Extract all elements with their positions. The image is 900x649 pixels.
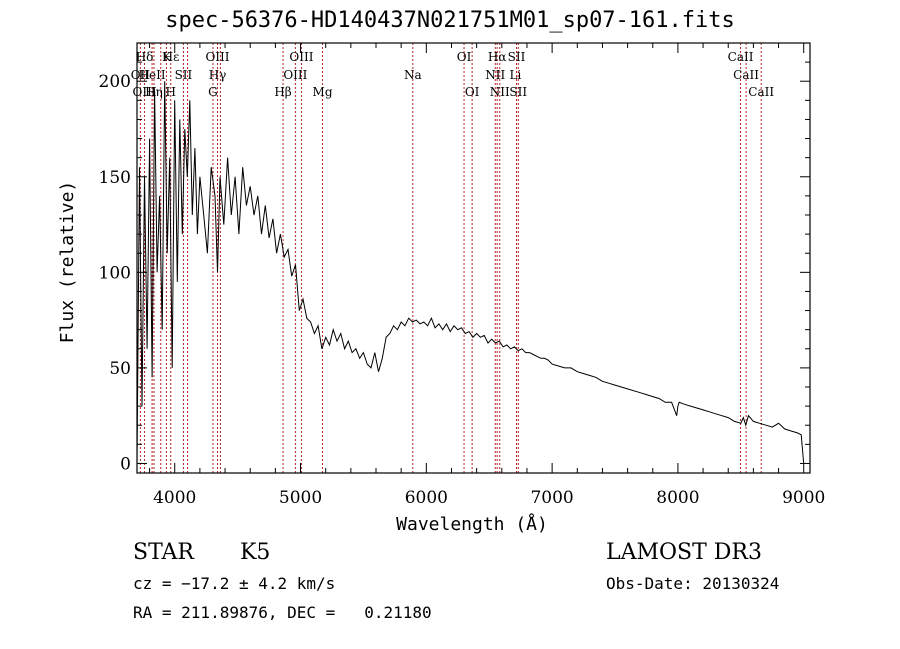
spectral-subclass: K5 [240, 540, 271, 565]
line-label: K [162, 50, 172, 64]
y-tick-label: 100 [99, 263, 131, 283]
x-tick-label: 7000 [530, 488, 573, 508]
line-label: CaII [728, 50, 754, 64]
obs-date-text: Obs-Date: 20130324 [606, 574, 780, 593]
x-axis-label: Wavelength (Å) [396, 513, 548, 535]
y-axis-label: Flux (relative) [57, 181, 78, 344]
x-tick-label: 8000 [656, 488, 699, 508]
line-label: OI [457, 50, 472, 64]
plot-frame [136, 42, 811, 474]
line-label: Na [404, 68, 422, 82]
line-label: Mg [313, 85, 333, 99]
line-label: SII [508, 50, 526, 64]
y-tick-label: 0 [120, 454, 131, 474]
x-tick-label: 9000 [782, 488, 825, 508]
line-label: G [208, 85, 218, 99]
line-label: OI [465, 85, 480, 99]
object-class: STAR [133, 540, 194, 565]
x-tick-label: 4000 [153, 488, 196, 508]
line-label: Hβ [274, 85, 291, 99]
line-label: Hη [145, 85, 163, 99]
line-label: OIII [205, 50, 229, 64]
line-label: CaII [748, 85, 774, 99]
survey-name: LAMOST DR3 [606, 540, 762, 565]
line-label: OIII [133, 85, 157, 99]
line-label: CaII [733, 68, 759, 82]
line-label: OIII [289, 50, 313, 64]
axis-ticks: 4000 5000 6000 7000 8000 9000 0 50 100 150 200 [99, 43, 825, 508]
y-tick-label: 200 [99, 72, 131, 92]
line-label: Hα [488, 50, 507, 64]
line-label: SII [175, 68, 193, 82]
redshift-text: cz = −17.2 ± 4.2 km/s [133, 574, 336, 593]
x-tick-label: 6000 [405, 488, 448, 508]
line-label: Hγ [209, 68, 227, 82]
line-label: OIII [283, 68, 307, 82]
line-label: H [165, 85, 175, 99]
line-label: Hε [163, 50, 180, 64]
chart-title: spec-56376-HD140437N021751M01_sp07-161.f… [165, 8, 735, 33]
line-label: OII [131, 68, 151, 82]
line-label: NII [490, 85, 510, 99]
line-label: HeII [139, 68, 166, 82]
spectrum-series-line [136, 81, 805, 464]
y-tick-label: 150 [99, 168, 131, 188]
coordinates-text: RA = 211.89876, DEC = 0.21180 [133, 603, 432, 622]
x-tick-label: 5000 [279, 488, 322, 508]
line-label: SII [509, 85, 527, 99]
line-label: Hδ [136, 50, 154, 64]
line-label: Li [509, 68, 521, 82]
y-tick-label: 50 [109, 359, 131, 379]
emission-line-markers [139, 43, 762, 473]
line-label: NII [485, 68, 505, 82]
